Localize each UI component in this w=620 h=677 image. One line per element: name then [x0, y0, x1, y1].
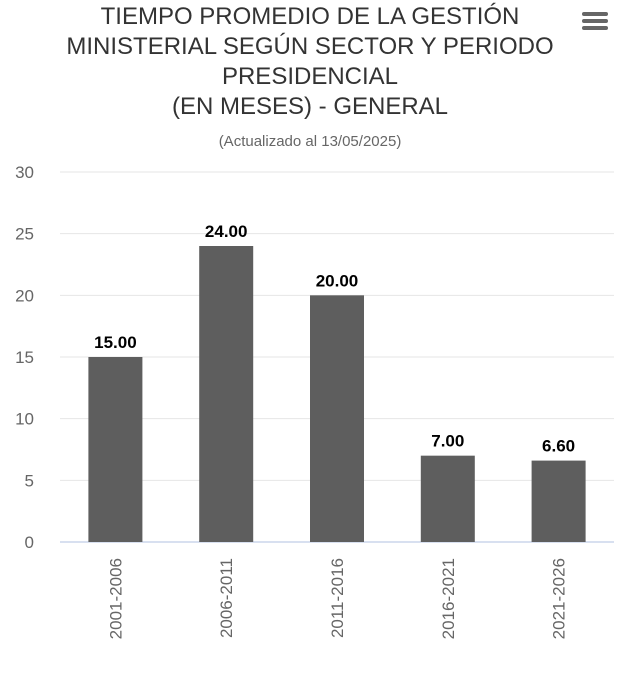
y-tick-label: 20: [15, 286, 34, 305]
chart-title-line-1: TIEMPO PROMEDIO DE LA GESTIÓN: [100, 3, 520, 30]
data-label: 24.00: [205, 222, 248, 241]
x-tick-label: 2006-2011: [217, 558, 236, 638]
y-tick-label: 15: [15, 348, 34, 367]
x-tick-label: 2001-2006: [106, 558, 125, 639]
x-tick-label: 2011-2016: [328, 558, 347, 638]
bar: [199, 246, 254, 542]
menu-bar-1: [582, 12, 608, 16]
bar: [88, 357, 143, 542]
bar: [310, 295, 364, 542]
x-tick-label: 2016-2021: [439, 558, 458, 639]
hamburger-menu-icon[interactable]: [580, 10, 610, 36]
y-tick-label: 0: [25, 533, 34, 552]
data-label: 15.00: [94, 333, 137, 352]
chart-title: TIEMPO PROMEDIO DE LA GESTIÓN MINISTERIA…: [40, 2, 580, 122]
menu-bar-2: [582, 19, 608, 23]
data-label: 7.00: [431, 432, 464, 451]
chart-title-line-2: MINISTERIAL SEGÚN SECTOR Y PERIODO: [66, 33, 554, 60]
y-tick-label: 25: [15, 225, 34, 244]
y-tick-label: 30: [15, 163, 34, 182]
chart-subtitle: (Actualizado al 13/05/2025): [218, 133, 402, 150]
bar: [531, 460, 586, 542]
x-tick-label: 2021-2026: [550, 558, 569, 639]
data-label: 6.60: [542, 437, 575, 456]
menu-bar-3: [582, 26, 608, 30]
chart-title-line-4: (EN MESES) - GENERAL: [171, 93, 449, 120]
chart-title-line-3: PRESIDENCIAL: [221, 63, 399, 90]
y-tick-label: 5: [25, 471, 34, 490]
data-label: 20.00: [316, 271, 359, 290]
bar: [420, 455, 475, 542]
y-tick-label: 10: [15, 410, 34, 429]
